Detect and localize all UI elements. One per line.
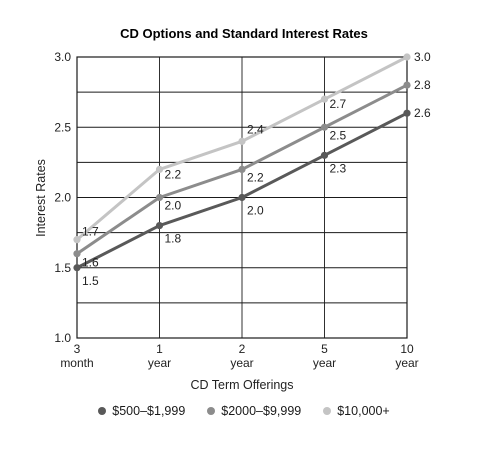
data-point bbox=[403, 81, 411, 89]
data-point bbox=[238, 193, 246, 202]
x-tick-sublabel: year bbox=[395, 356, 418, 370]
legend-label: $500–$1,999 bbox=[112, 404, 186, 418]
data-point bbox=[73, 250, 81, 258]
x-axis-label: CD Term Offerings bbox=[190, 378, 293, 392]
legend-marker bbox=[98, 407, 107, 415]
y-tick-label: 1.5 bbox=[54, 261, 71, 275]
data-point bbox=[320, 123, 329, 131]
legend-item: $500–$1,999 bbox=[98, 404, 185, 418]
legend-label: $10,000+ bbox=[337, 404, 390, 418]
data-label: 2.2 bbox=[247, 170, 264, 184]
x-tick-sublabel: year bbox=[230, 356, 253, 370]
x-tick-sublabel: year bbox=[148, 356, 171, 370]
series-group: 1.5 1.8 2.0 2.3 2.6 1.6 2.0 2.2 2.5 2.8 1.7 2.2 2.4 2… bbox=[73, 50, 431, 288]
x-tick-label: 2 bbox=[239, 342, 246, 356]
data-label: 1.6 bbox=[82, 256, 99, 270]
data-label: 1.8 bbox=[165, 232, 182, 246]
data-label: 2.8 bbox=[414, 78, 431, 92]
y-tick-label: 3.0 bbox=[54, 50, 71, 64]
data-point bbox=[403, 109, 411, 117]
legend-marker bbox=[207, 407, 216, 415]
data-label: 2.4 bbox=[247, 122, 264, 136]
y-tick-label: 2.5 bbox=[54, 120, 71, 134]
legend-label: $2000–$9,999 bbox=[221, 404, 302, 418]
data-label: 2.5 bbox=[330, 128, 347, 142]
axes: 1.01.52.02.53.03month1year2year5year10ye… bbox=[54, 50, 418, 370]
data-point bbox=[320, 95, 329, 103]
y-axis-label: Interest Rates bbox=[34, 159, 48, 237]
data-point bbox=[238, 137, 246, 145]
data-label: 2.0 bbox=[165, 199, 182, 213]
x-tick-label: 5 bbox=[321, 342, 328, 356]
x-tick-label: 3 bbox=[74, 342, 81, 356]
legend-item: $2000–$9,999 bbox=[207, 404, 301, 418]
x-tick-sublabel: year bbox=[313, 356, 336, 370]
data-label: 3.0 bbox=[414, 50, 431, 64]
data-label: 2.2 bbox=[165, 167, 182, 181]
legend-item: $10,000+ bbox=[323, 404, 390, 418]
x-tick-label: 10 bbox=[400, 342, 414, 356]
data-point bbox=[320, 151, 329, 159]
y-tick-label: 2.0 bbox=[54, 191, 71, 205]
legend: $500–$1,999 $2000–$9,999 $10,000+ bbox=[0, 404, 488, 418]
data-label: 2.3 bbox=[330, 161, 347, 175]
x-tick-sublabel: month bbox=[60, 356, 93, 370]
x-tick-label: 1 bbox=[156, 342, 163, 356]
line-chart: CD Options and Standard Interest Rates 1… bbox=[34, 26, 431, 392]
y-tick-label: 1.0 bbox=[54, 331, 71, 345]
data-point bbox=[403, 53, 411, 61]
data-point bbox=[155, 222, 164, 230]
data-point bbox=[238, 165, 246, 173]
data-label: 2.0 bbox=[247, 204, 264, 218]
data-label: 2.6 bbox=[414, 106, 431, 120]
data-point bbox=[73, 236, 81, 244]
data-point bbox=[155, 165, 164, 173]
data-label: 1.7 bbox=[82, 225, 99, 239]
data-label: 2.7 bbox=[330, 97, 347, 111]
chart-title: CD Options and Standard Interest Rates bbox=[120, 26, 368, 41]
legend-marker bbox=[323, 407, 332, 415]
data-point bbox=[155, 193, 164, 202]
data-label: 1.5 bbox=[82, 274, 99, 288]
plot-frame bbox=[76, 56, 408, 339]
data-point bbox=[73, 264, 81, 272]
